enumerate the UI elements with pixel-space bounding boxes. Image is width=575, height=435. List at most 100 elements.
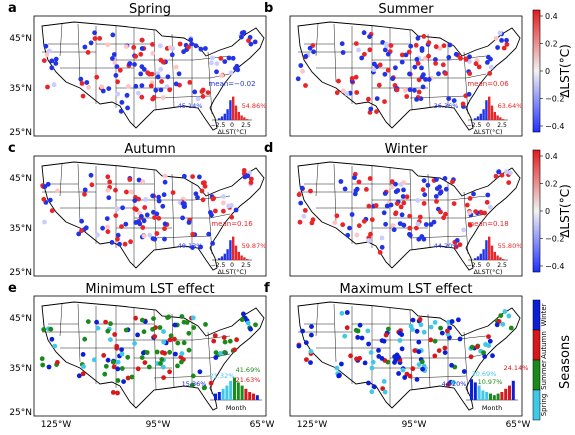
- site-dot: [370, 359, 376, 365]
- site-dot: [433, 61, 438, 66]
- site-dot: [467, 54, 472, 60]
- site-dot: [162, 236, 167, 242]
- site-dot: [136, 177, 142, 183]
- site-dot: [125, 354, 131, 360]
- site-dot: [167, 337, 173, 343]
- hist-bar: [234, 105, 238, 120]
- site-dot: [221, 200, 226, 206]
- site-dot: [150, 51, 156, 56]
- month-bar: [470, 379, 473, 400]
- site-dot: [485, 60, 490, 65]
- site-dot: [53, 61, 59, 66]
- site-dot: [48, 326, 54, 332]
- site-dot: [112, 332, 118, 337]
- site-dot: [398, 204, 404, 210]
- hist-xlabel: ΔLST(°C): [217, 128, 246, 136]
- site-dot: [100, 88, 106, 94]
- site-dot: [334, 213, 340, 219]
- site-dot: [486, 334, 491, 339]
- site-dot: [193, 43, 199, 49]
- site-dot: [106, 86, 112, 91]
- hist-bar: [499, 117, 502, 120]
- site-dot: [119, 366, 125, 371]
- site-dot: [353, 41, 359, 46]
- site-dot: [416, 339, 422, 345]
- site-dot: [144, 350, 150, 355]
- site-dot: [49, 58, 55, 64]
- site-dot: [209, 60, 214, 66]
- site-dot: [342, 186, 348, 192]
- lat-label: 35°N: [9, 224, 32, 234]
- site-dot: [485, 192, 491, 198]
- site-dot: [121, 379, 126, 384]
- site-dot: [499, 38, 504, 43]
- site-dot: [296, 343, 302, 349]
- site-dot: [44, 52, 50, 58]
- site-dot: [467, 210, 472, 215]
- site-dot: [456, 317, 461, 323]
- site-dot: [437, 184, 442, 190]
- site-dot: [307, 45, 313, 51]
- site-dot: [46, 364, 52, 370]
- site-dot: [108, 321, 113, 327]
- site-dot: [105, 174, 111, 180]
- site-dot: [303, 83, 308, 88]
- site-dot: [208, 380, 214, 386]
- month-bar: [252, 393, 255, 400]
- site-dot: [101, 353, 107, 358]
- site-dot: [192, 89, 198, 95]
- site-dot: [415, 198, 421, 203]
- site-dot: [113, 187, 118, 193]
- hist-bar: [490, 245, 494, 260]
- site-dot: [377, 250, 383, 255]
- site-dot: [218, 351, 224, 356]
- site-dot: [296, 192, 302, 198]
- site-dot: [234, 337, 240, 343]
- mean-label: mean=0.06: [467, 80, 509, 88]
- site-dot: [177, 41, 183, 47]
- hist-bar: [229, 100, 232, 120]
- site-dot: [382, 389, 388, 395]
- site-dots: [296, 169, 513, 255]
- site-dot: [49, 65, 55, 71]
- site-dot: [181, 319, 187, 325]
- site-dot: [140, 179, 146, 185]
- site-dot: [413, 42, 419, 48]
- site-dot: [426, 77, 432, 82]
- map-panel-c: Autumn c 45°N 35°N 25°N mean=0.16 40.13% 59.87%…: [8, 141, 267, 278]
- lat-label: 25°N: [9, 408, 32, 418]
- hist-bar: [226, 109, 229, 120]
- lat-label: 45°N: [9, 174, 32, 184]
- site-dot: [443, 186, 449, 192]
- site-dot: [150, 326, 155, 332]
- site-dot: [108, 337, 113, 342]
- site-dot: [195, 96, 201, 102]
- site-dot: [124, 92, 130, 98]
- site-dot: [181, 340, 187, 346]
- site-dot: [105, 357, 111, 363]
- site-dot: [352, 191, 358, 197]
- site-dot: [128, 189, 134, 195]
- mean-label: mean=0.16: [211, 220, 253, 228]
- site-dot: [110, 359, 116, 365]
- site-dot: [248, 326, 254, 332]
- site-dot: [79, 218, 84, 224]
- site-dots: [41, 30, 258, 114]
- site-dot: [52, 343, 58, 349]
- site-dot: [300, 68, 305, 74]
- site-dot: [466, 91, 472, 97]
- month-bar: [255, 395, 259, 400]
- site-dot: [186, 44, 191, 50]
- site-dot: [105, 229, 111, 235]
- site-dot: [157, 325, 163, 330]
- season-percent: 10.97%: [478, 378, 503, 386]
- hist-bar: [476, 256, 480, 260]
- site-dot: [344, 310, 350, 315]
- site-dot: [119, 347, 124, 352]
- site-dot: [197, 174, 202, 180]
- site-dot: [154, 211, 160, 217]
- site-dot: [359, 335, 365, 341]
- site-dot: [304, 357, 309, 362]
- site-dot: [498, 313, 504, 318]
- mean-label: mean=−0.02: [208, 80, 255, 88]
